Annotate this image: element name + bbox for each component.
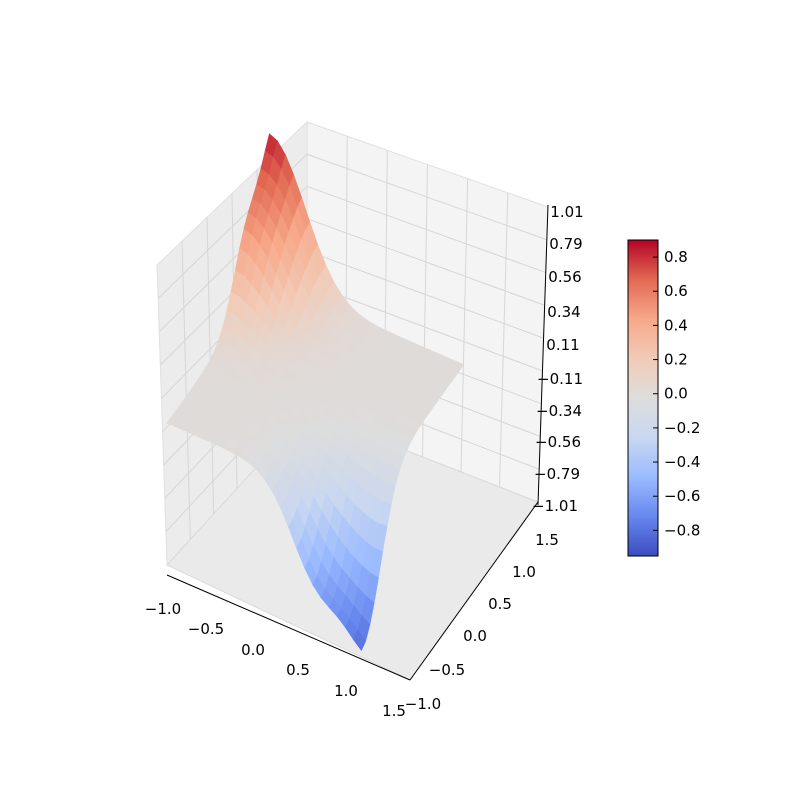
- colorbar-tick-label: 0.0: [664, 385, 688, 403]
- y-tick-label: 0.5: [488, 595, 512, 613]
- colorbar-gradient: [627, 239, 659, 557]
- x-tick-label: 1.5: [382, 702, 406, 720]
- z-tick-label: 0.34: [547, 303, 580, 321]
- z-axis-line: [537, 204, 549, 506]
- colorbar-ticks: 0.8 0.6 0.4 0.2 0.0 −0.2 −0.4 −0.6 −0.8: [653, 248, 700, 539]
- z-tick-label: −1.01: [532, 497, 578, 515]
- surface-plot: [166, 133, 465, 652]
- colorbar-tick-label: 0.8: [664, 248, 688, 266]
- colorbar-tick-label: 0.4: [664, 316, 688, 334]
- colorbar-tick-label: 0.6: [664, 282, 688, 300]
- x-tick-label: 0.0: [241, 641, 265, 659]
- colorbar-tick-label: 0.2: [664, 351, 688, 369]
- grid-line: [306, 153, 548, 241]
- y-tick-label: 1.0: [512, 563, 536, 581]
- grid-line: [499, 192, 509, 488]
- x-axis-ticks: −1.0 −0.5 0.0 0.5 1.0 1.5: [145, 600, 406, 720]
- x-tick-label: 0.5: [286, 661, 310, 679]
- z-tick-label: 1.01: [550, 203, 583, 221]
- y-tick-label: −0.5: [429, 661, 465, 679]
- z-tick-label: 0.56: [548, 268, 581, 286]
- x-tick-label: 1.0: [334, 682, 358, 700]
- z-tick-label: 0.79: [549, 235, 582, 253]
- z-tick-label: −0.56: [535, 433, 581, 451]
- x-axis-line: [166, 574, 411, 681]
- y-tick-label: 1.5: [535, 531, 559, 549]
- colorbar-tick-label: −0.6: [664, 487, 700, 505]
- z-tick-label: −0.79: [534, 465, 580, 483]
- surface-facet: [352, 629, 367, 652]
- z-tick-label: 0.11: [546, 336, 579, 354]
- z-tick-label: −0.34: [536, 402, 582, 420]
- colorbar-tick-label: −0.4: [664, 453, 700, 471]
- colorbar: 0.8 0.6 0.4 0.2 0.0 −0.2 −0.4 −0.6 −0.8: [627, 239, 700, 557]
- z-tick-label: −0.11: [537, 370, 583, 388]
- grid-line: [306, 282, 543, 372]
- grid-line: [306, 185, 546, 274]
- grid-line: [181, 241, 191, 540]
- y-tick-label: 0.0: [463, 627, 487, 645]
- z-axis-ticks: 1.01 0.79 0.56 0.34 0.11 −0.11 −0.34 −0.…: [532, 203, 584, 515]
- colorbar-tick-label: −0.8: [664, 521, 700, 539]
- y-axis-ticks: −1.0 −0.5 0.0 0.5 1.0 1.5: [405, 531, 559, 713]
- x-tick-label: −0.5: [188, 620, 224, 638]
- grid-line: [306, 250, 544, 339]
- grid-line: [460, 178, 469, 473]
- y-axis-line: [409, 501, 539, 681]
- grid-line: [306, 218, 545, 306]
- y-tick-label: −1.0: [405, 695, 441, 713]
- x-tick-label: −1.0: [145, 600, 181, 618]
- colorbar-tick-label: −0.2: [664, 419, 700, 437]
